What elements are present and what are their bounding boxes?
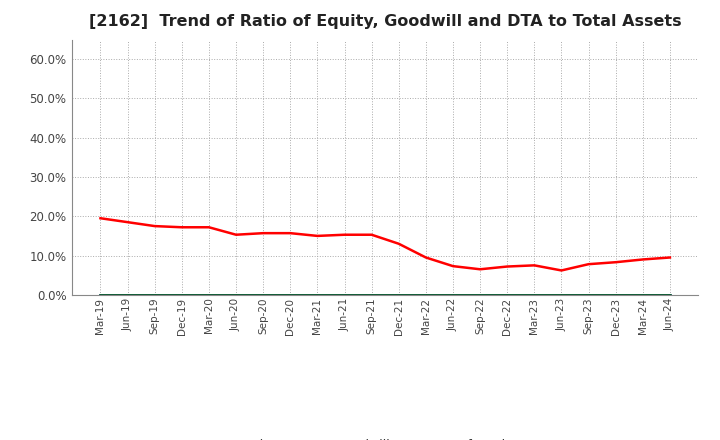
Deferred Tax Assets: [395, 292, 403, 297]
Deferred Tax Assets: [639, 292, 647, 297]
Equity: [232, 232, 240, 237]
Deferred Tax Assets: [96, 292, 105, 297]
Deferred Tax Assets: [476, 292, 485, 297]
Deferred Tax Assets: [259, 292, 268, 297]
Equity: [530, 263, 539, 268]
Deferred Tax Assets: [449, 292, 457, 297]
Goodwill: [476, 292, 485, 297]
Deferred Tax Assets: [584, 292, 593, 297]
Equity: [639, 257, 647, 262]
Deferred Tax Assets: [313, 292, 322, 297]
Deferred Tax Assets: [232, 292, 240, 297]
Equity: [178, 225, 186, 230]
Deferred Tax Assets: [421, 292, 430, 297]
Equity: [665, 255, 674, 260]
Deferred Tax Assets: [530, 292, 539, 297]
Goodwill: [503, 292, 511, 297]
Equity: [476, 267, 485, 272]
Deferred Tax Assets: [178, 292, 186, 297]
Equity: [259, 231, 268, 236]
Deferred Tax Assets: [286, 292, 294, 297]
Goodwill: [584, 292, 593, 297]
Equity: [204, 225, 213, 230]
Deferred Tax Assets: [150, 292, 159, 297]
Deferred Tax Assets: [557, 292, 566, 297]
Equity: [123, 220, 132, 225]
Equity: [286, 231, 294, 236]
Deferred Tax Assets: [341, 292, 349, 297]
Equity: [341, 232, 349, 237]
Goodwill: [286, 292, 294, 297]
Goodwill: [341, 292, 349, 297]
Equity: [584, 261, 593, 267]
Equity: [611, 260, 620, 265]
Goodwill: [150, 292, 159, 297]
Goodwill: [367, 292, 376, 297]
Goodwill: [232, 292, 240, 297]
Goodwill: [421, 292, 430, 297]
Deferred Tax Assets: [503, 292, 511, 297]
Equity: [313, 233, 322, 238]
Goodwill: [259, 292, 268, 297]
Equity: [421, 255, 430, 260]
Goodwill: [96, 292, 105, 297]
Goodwill: [665, 292, 674, 297]
Goodwill: [395, 292, 403, 297]
Equity: [367, 232, 376, 237]
Deferred Tax Assets: [367, 292, 376, 297]
Goodwill: [313, 292, 322, 297]
Title: [2162]  Trend of Ratio of Equity, Goodwill and DTA to Total Assets: [2162] Trend of Ratio of Equity, Goodwil…: [89, 14, 682, 29]
Goodwill: [449, 292, 457, 297]
Equity: [150, 224, 159, 229]
Goodwill: [204, 292, 213, 297]
Deferred Tax Assets: [611, 292, 620, 297]
Equity: [395, 241, 403, 246]
Equity: [449, 264, 457, 269]
Line: Equity: Equity: [101, 218, 670, 271]
Legend: Equity, Goodwill, Deferred Tax Assets: Equity, Goodwill, Deferred Tax Assets: [191, 434, 580, 440]
Goodwill: [530, 292, 539, 297]
Goodwill: [557, 292, 566, 297]
Equity: [557, 268, 566, 273]
Goodwill: [178, 292, 186, 297]
Goodwill: [611, 292, 620, 297]
Equity: [503, 264, 511, 269]
Equity: [96, 216, 105, 221]
Deferred Tax Assets: [204, 292, 213, 297]
Goodwill: [639, 292, 647, 297]
Goodwill: [123, 292, 132, 297]
Deferred Tax Assets: [665, 292, 674, 297]
Deferred Tax Assets: [123, 292, 132, 297]
